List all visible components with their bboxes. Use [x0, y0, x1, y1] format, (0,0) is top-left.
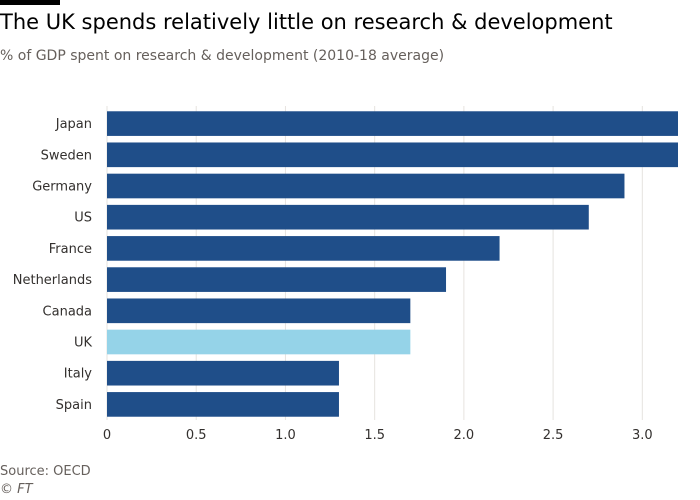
chart-subtitle: % of GDP spent on research & development…: [0, 48, 445, 64]
bars: [107, 111, 678, 417]
x-tick-label: 2.5: [543, 428, 564, 443]
category-label: Italy: [64, 367, 93, 382]
bar-us: [107, 204, 589, 230]
category-label: Spain: [56, 398, 92, 413]
x-tick-label: 0.5: [186, 428, 207, 443]
bar-netherlands: [107, 267, 447, 292]
bar-japan: [107, 111, 678, 136]
x-axis-ticks: 0 0.5 1.0 1.5 2.0 2.5 3.0: [103, 428, 653, 443]
category-label: Japan: [55, 117, 92, 132]
category-label: Sweden: [41, 148, 92, 163]
x-tick-label: 3.0: [632, 428, 653, 443]
credit-note: © FT: [0, 482, 33, 497]
x-tick-label: 2.0: [454, 428, 475, 443]
bar-italy: [107, 360, 339, 386]
bar-spain: [107, 392, 339, 417]
x-tick-label: 1.5: [364, 428, 385, 443]
x-tick-label: 1.0: [275, 428, 296, 443]
category-labels: Japan Sweden Germany US France Netherlands Can…: [13, 117, 93, 413]
category-label: France: [49, 242, 92, 257]
bar-germany: [107, 173, 625, 199]
chart-title: The UK spends relatively little on resea…: [0, 10, 613, 34]
category-label: UK: [74, 336, 93, 351]
category-label: Canada: [43, 304, 92, 319]
bar-uk: [107, 329, 411, 355]
category-label: US: [74, 211, 92, 226]
bar-chart: Japan Sweden Germany US France Netherlands Can…: [13, 106, 678, 443]
x-tick-label: 0: [103, 428, 111, 443]
bar-sweden: [107, 142, 678, 168]
category-label: Netherlands: [13, 273, 92, 288]
bar-france: [107, 236, 500, 261]
header-rule: [0, 0, 60, 5]
source-note: Source: OECD: [0, 464, 91, 479]
category-label: Germany: [32, 180, 92, 195]
bar-canada: [107, 298, 411, 324]
